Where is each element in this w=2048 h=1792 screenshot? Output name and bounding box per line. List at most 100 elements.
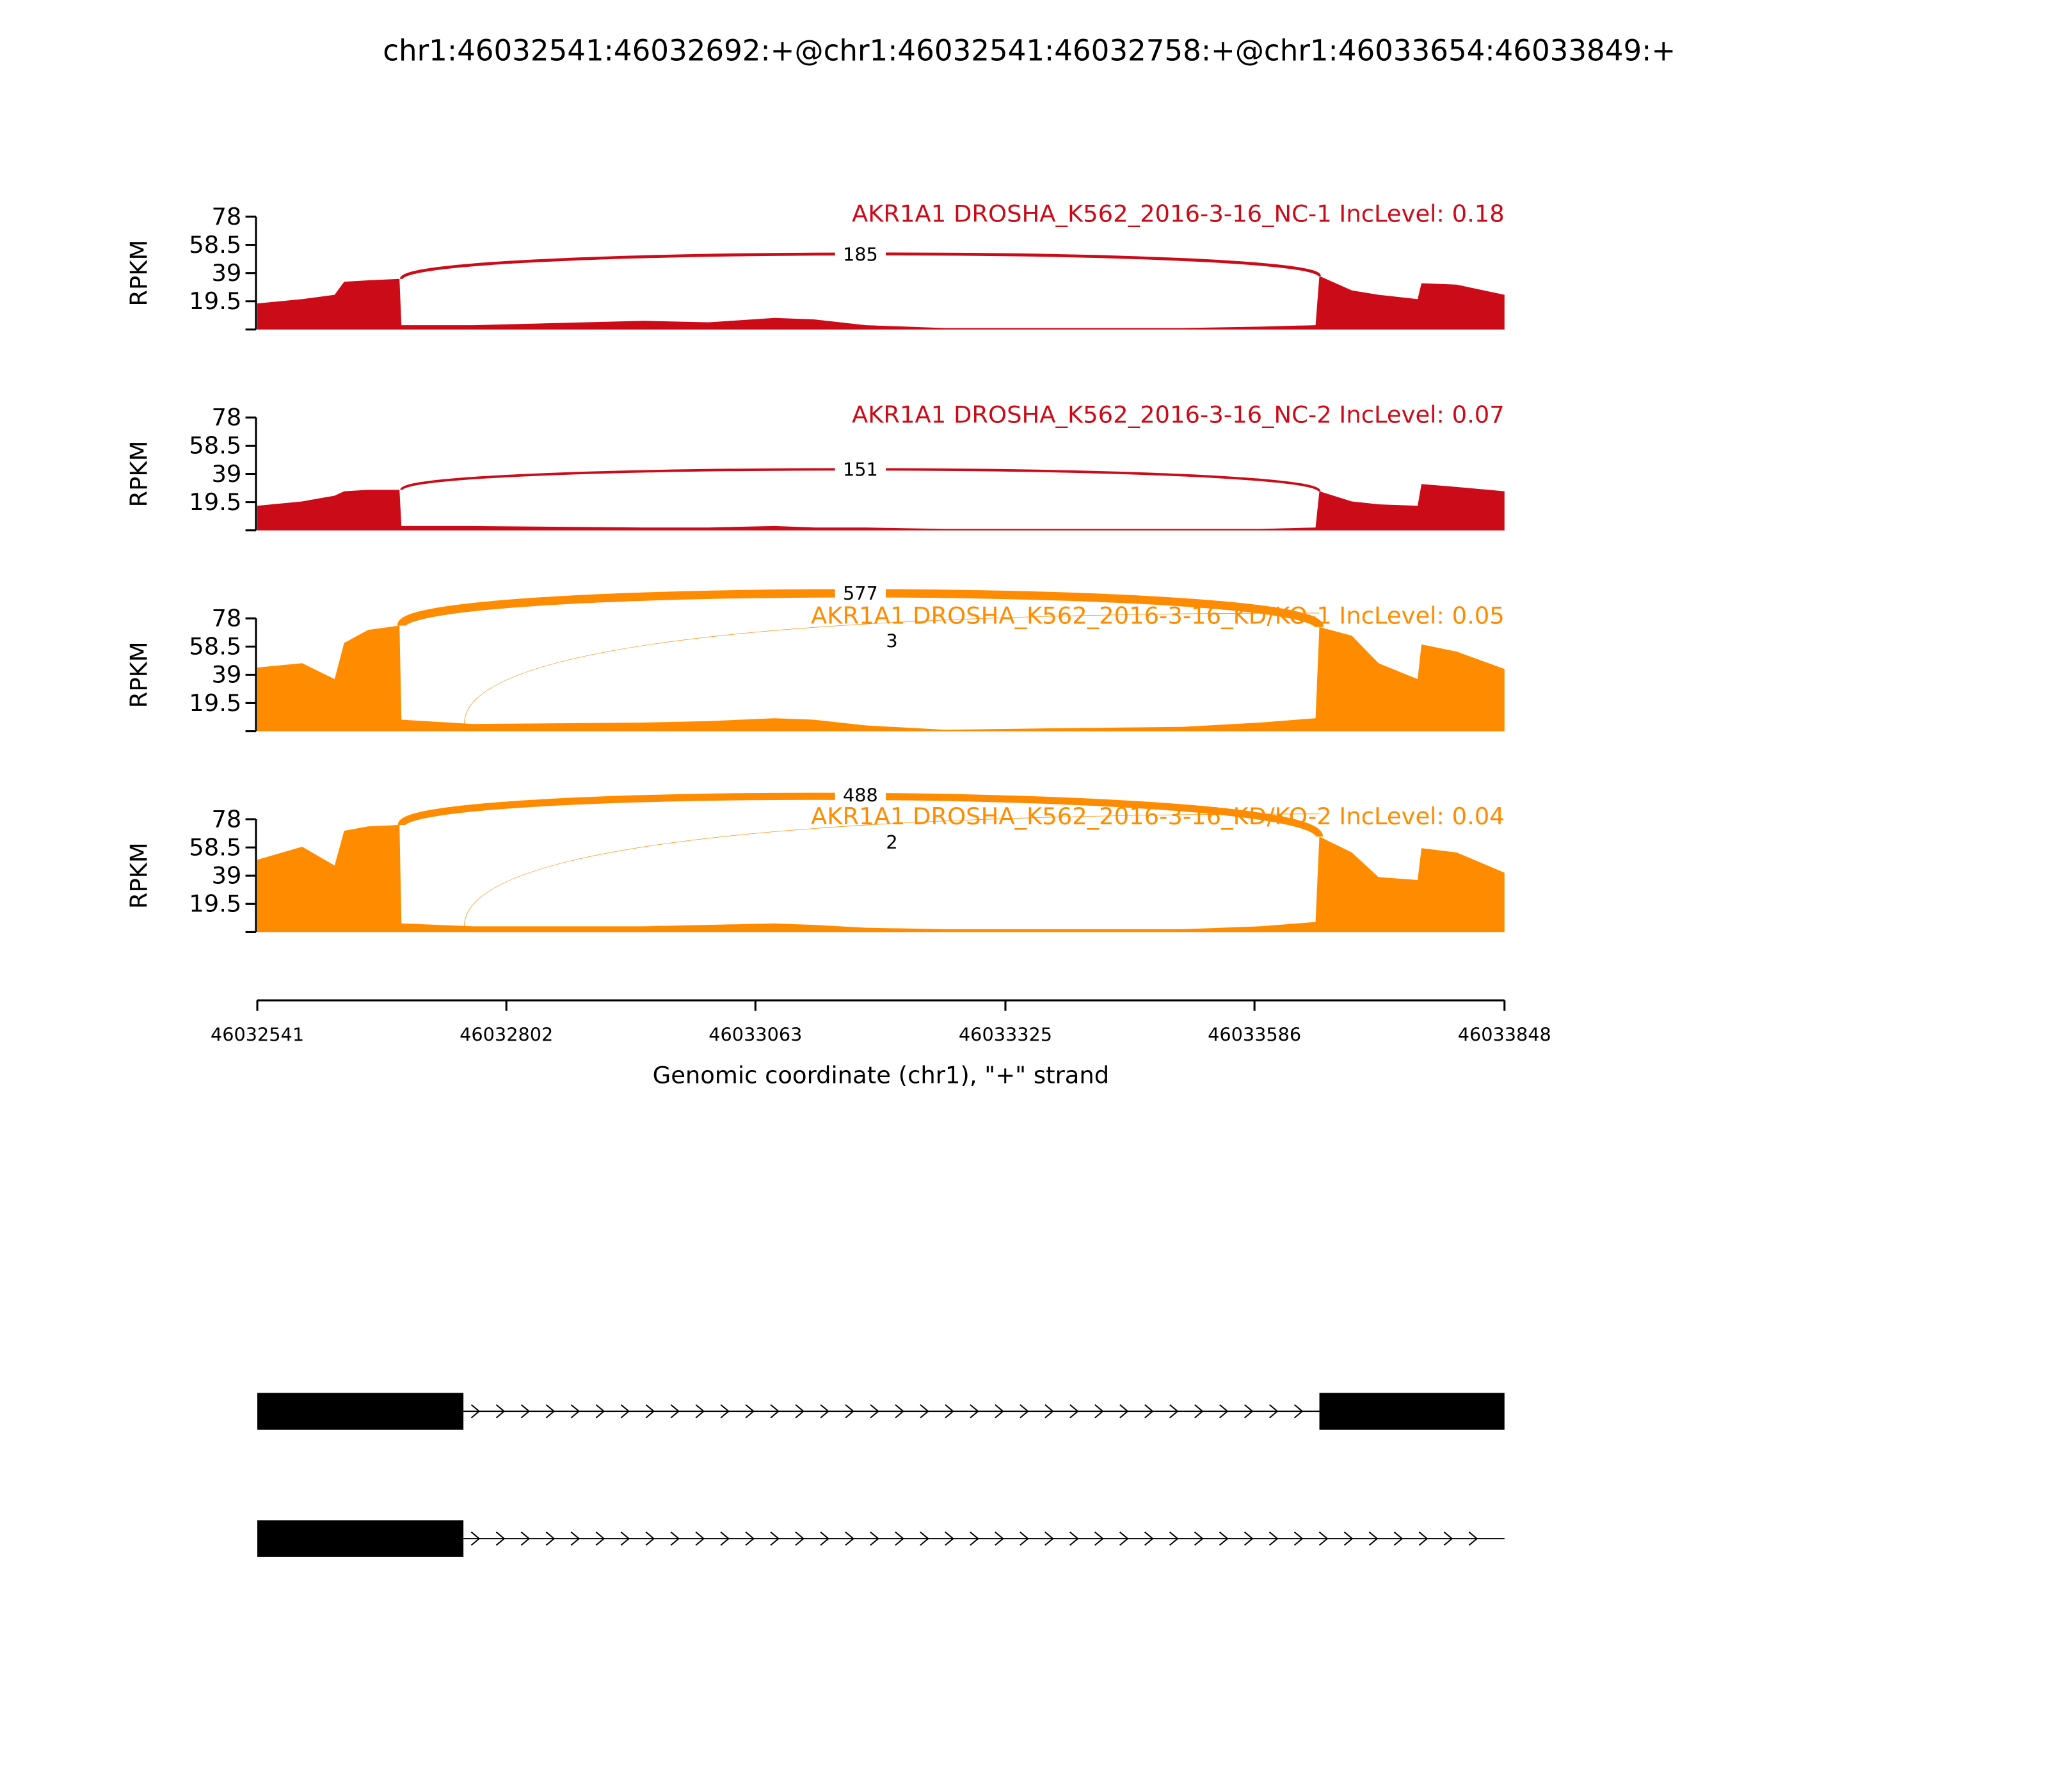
junction-label-bg bbox=[835, 243, 886, 266]
strand-arrow bbox=[1169, 1532, 1179, 1546]
strand-arrow bbox=[720, 1532, 730, 1546]
strand-arrow bbox=[995, 1532, 1004, 1546]
junction-label-bg bbox=[835, 458, 886, 481]
junction-arc bbox=[464, 612, 1320, 724]
strand-arrow bbox=[745, 1532, 755, 1546]
strand-arrow bbox=[870, 1404, 879, 1419]
strand-arrow bbox=[920, 1532, 929, 1546]
strand-arrow bbox=[820, 1532, 829, 1546]
strand-arrow bbox=[1293, 1532, 1304, 1546]
strand-arrow bbox=[995, 1404, 1004, 1419]
panel-title: AKR1A1 DROSHA_K562_2016-3-16_NC-2 IncLev… bbox=[852, 401, 1505, 429]
strand-arrow bbox=[845, 1532, 854, 1546]
strand-arrow bbox=[1144, 1532, 1154, 1546]
strand-arrow bbox=[1119, 1532, 1129, 1546]
strand-arrow bbox=[670, 1404, 680, 1419]
strand-arrow bbox=[1144, 1404, 1154, 1419]
strand-arrow bbox=[945, 1532, 954, 1546]
y-tick-label: 58.5 bbox=[189, 833, 241, 861]
strand-arrow bbox=[1169, 1404, 1179, 1419]
junction-count: 151 bbox=[843, 458, 878, 480]
strand-arrow bbox=[595, 1404, 605, 1419]
strand-arrow bbox=[745, 1404, 755, 1419]
strand-arrow bbox=[495, 1532, 506, 1546]
x-tick-label: 46032541 bbox=[211, 1024, 304, 1046]
strand-arrow bbox=[820, 1404, 829, 1419]
strand-arrow bbox=[845, 1404, 854, 1419]
junction-label-bg bbox=[878, 831, 906, 853]
junction-label-bg bbox=[835, 784, 886, 806]
strand-arrow bbox=[1219, 1404, 1229, 1419]
junction-count: 577 bbox=[843, 582, 878, 604]
strand-arrow bbox=[1194, 1404, 1204, 1419]
strand-arrow bbox=[520, 1532, 531, 1546]
strand-arrow bbox=[1293, 1404, 1304, 1419]
panel-title: AKR1A1 DROSHA_K562_2016-3-16_NC-1 IncLev… bbox=[852, 200, 1505, 228]
strand-arrow bbox=[1094, 1532, 1104, 1546]
exon bbox=[1319, 1393, 1505, 1430]
coverage-area bbox=[257, 825, 1505, 932]
strand-arrow bbox=[1244, 1532, 1254, 1546]
y-tick-label: 39 bbox=[211, 460, 241, 488]
strand-arrow bbox=[520, 1404, 531, 1419]
strand-arrow bbox=[1044, 1532, 1054, 1546]
strand-arrow bbox=[570, 1532, 580, 1546]
y-tick-label: 78 bbox=[211, 203, 241, 230]
y-tick-label: 39 bbox=[211, 661, 241, 689]
strand-arrow bbox=[545, 1532, 556, 1546]
y-axis-label: RPKM bbox=[125, 641, 153, 708]
strand-arrow bbox=[1393, 1532, 1404, 1546]
y-tick-label: 58.5 bbox=[189, 633, 241, 660]
strand-arrow bbox=[1020, 1404, 1029, 1419]
coverage-area bbox=[257, 276, 1505, 330]
strand-arrow bbox=[945, 1404, 954, 1419]
panel-title: AKR1A1 DROSHA_K562_2016-3-16_KD/KO-1 Inc… bbox=[811, 602, 1505, 629]
strand-arrow bbox=[570, 1404, 580, 1419]
strand-arrow bbox=[645, 1404, 655, 1419]
strand-arrow bbox=[970, 1404, 979, 1419]
strand-arrow bbox=[1468, 1532, 1478, 1546]
y-tick-label: 39 bbox=[211, 259, 241, 287]
y-tick-label: 78 bbox=[211, 805, 241, 833]
strand-arrow bbox=[795, 1404, 804, 1419]
strand-arrow bbox=[695, 1532, 705, 1546]
strand-arrow bbox=[1244, 1404, 1254, 1419]
x-axis-label: Genomic coordinate (chr1), "+" strand bbox=[653, 1061, 1110, 1089]
y-axis-label: RPKM bbox=[125, 842, 153, 909]
strand-arrow bbox=[1219, 1532, 1229, 1546]
junction-arc bbox=[464, 813, 1320, 926]
strand-arrow bbox=[595, 1532, 605, 1546]
strand-arrow bbox=[770, 1404, 780, 1419]
strand-arrow bbox=[1119, 1404, 1129, 1419]
coverage-area bbox=[257, 484, 1505, 531]
strand-arrow bbox=[1069, 1532, 1079, 1546]
figure-title: chr1:46032541:46032692:+@chr1:46032541:4… bbox=[383, 33, 1676, 67]
y-tick-label: 19.5 bbox=[189, 689, 241, 717]
strand-arrow bbox=[470, 1404, 481, 1419]
strand-arrow bbox=[770, 1532, 780, 1546]
strand-arrow bbox=[895, 1404, 904, 1419]
y-tick-label: 78 bbox=[211, 404, 241, 431]
x-tick-label: 46033848 bbox=[1458, 1024, 1551, 1046]
y-tick-label: 58.5 bbox=[189, 432, 241, 460]
strand-arrow bbox=[920, 1404, 929, 1419]
strand-arrow bbox=[1020, 1532, 1029, 1546]
strand-arrow bbox=[620, 1532, 630, 1546]
y-tick-label: 78 bbox=[211, 604, 241, 632]
gene-model bbox=[257, 1393, 1505, 1557]
strand-arrow bbox=[1268, 1532, 1279, 1546]
strand-arrow bbox=[1343, 1532, 1354, 1546]
junction-label-bg bbox=[835, 582, 886, 604]
strand-arrow bbox=[870, 1532, 879, 1546]
exon bbox=[257, 1393, 464, 1430]
strand-arrow bbox=[970, 1532, 979, 1546]
y-tick-label: 19.5 bbox=[189, 890, 241, 918]
strand-arrow bbox=[1094, 1404, 1104, 1419]
junction-count: 185 bbox=[843, 244, 878, 266]
strand-arrow bbox=[1044, 1404, 1054, 1419]
strand-arrow bbox=[695, 1404, 705, 1419]
strand-arrow bbox=[1418, 1532, 1428, 1546]
x-tick-label: 46033325 bbox=[959, 1024, 1052, 1046]
strand-arrow bbox=[1194, 1532, 1204, 1546]
